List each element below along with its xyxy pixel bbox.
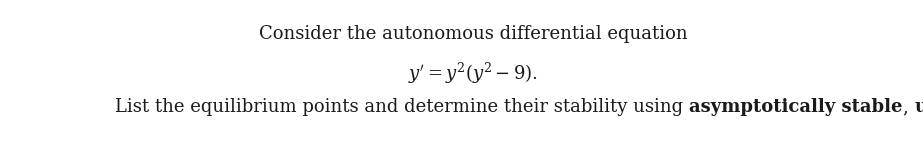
Text: asymptotically stable: asymptotically stable xyxy=(689,98,903,116)
Text: $y' = y^2(y^2 - 9).$: $y' = y^2(y^2 - 9).$ xyxy=(408,61,538,86)
Text: List the equilibrium points and determine their stability using: List the equilibrium points and determin… xyxy=(115,98,689,116)
Text: ,: , xyxy=(903,98,908,116)
Text: Consider the autonomous differential equation: Consider the autonomous differential equ… xyxy=(258,25,688,43)
Text: unstable: unstable xyxy=(915,98,923,116)
